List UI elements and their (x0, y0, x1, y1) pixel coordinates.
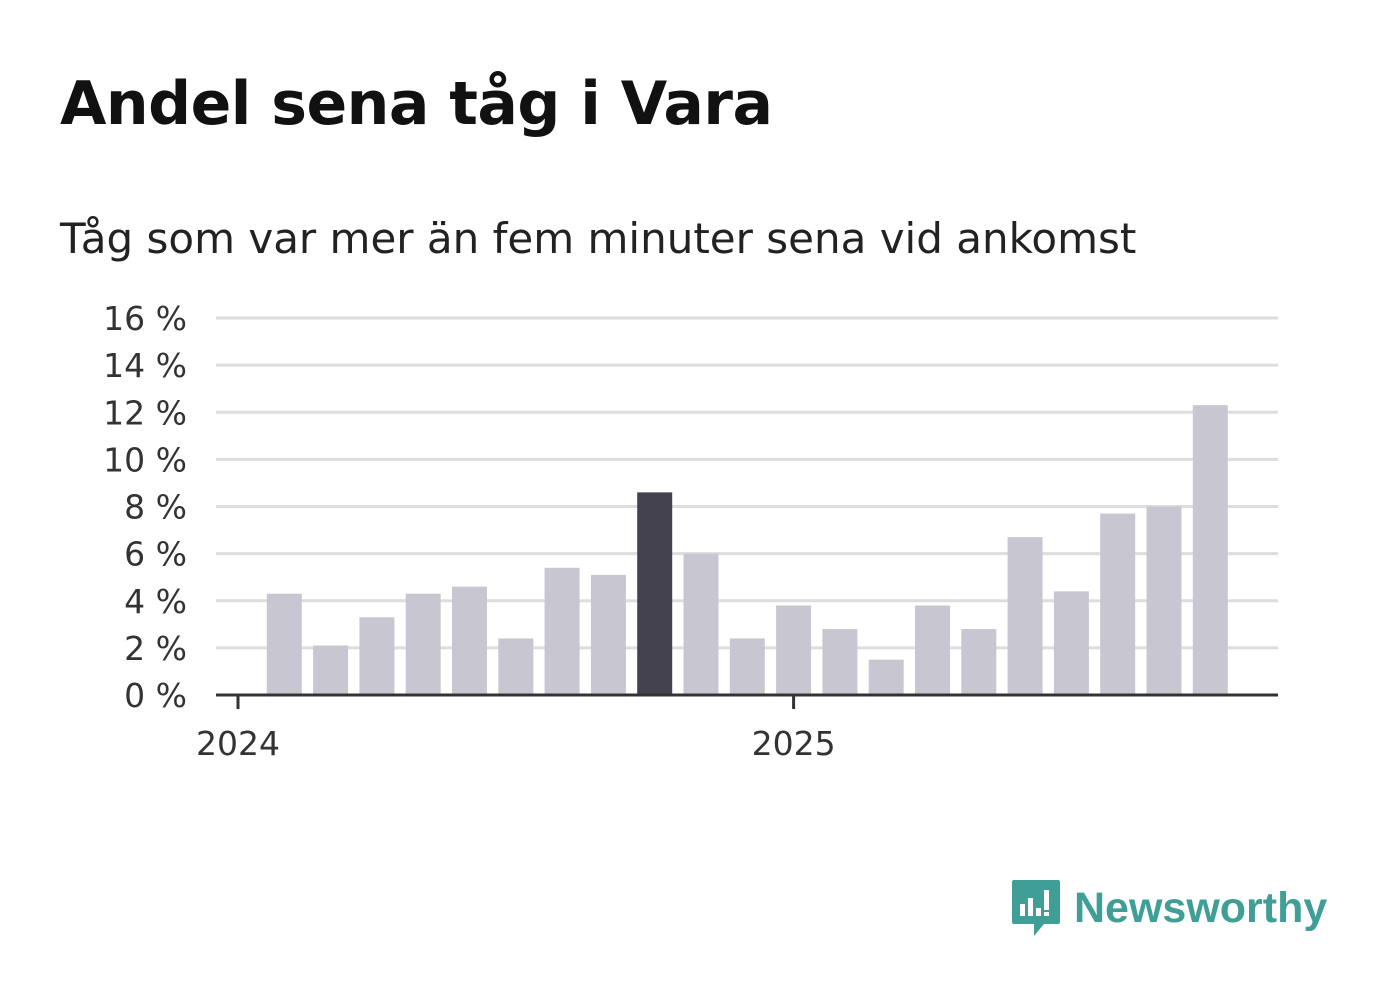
bar (776, 605, 812, 695)
bar (1100, 513, 1136, 695)
y-axis-tick-labels: 0 % 2 % 4 % 6 % 8 % 10 % 12 % 14 % 16 % (103, 299, 187, 715)
bar (868, 659, 904, 695)
newsworthy-logo-text: Newsworthy (1074, 883, 1328, 932)
x-tick-label: 2025 (752, 724, 836, 763)
bar (590, 574, 626, 695)
y-tick-label: 10 % (103, 440, 187, 479)
bar (1192, 405, 1228, 695)
bar (1146, 506, 1182, 695)
bar (313, 645, 349, 695)
newsworthy-logo: Newsworthy (1010, 878, 1327, 938)
y-tick-label: 0 % (124, 676, 187, 715)
newsworthy-logo-icon (1012, 880, 1060, 936)
y-tick-label: 12 % (103, 393, 187, 432)
bar (359, 617, 395, 695)
bar (266, 593, 302, 695)
y-tick-label: 8 % (124, 488, 187, 527)
chart-subtitle: Tåg som var mer än fem minuter sena vid … (60, 214, 1137, 263)
bar (961, 629, 997, 695)
bar (822, 629, 858, 695)
y-tick-label: 2 % (124, 629, 187, 668)
bars (266, 405, 1228, 695)
x-tick-label: 2024 (196, 724, 280, 763)
y-tick-label: 16 % (103, 299, 187, 338)
bar (637, 492, 673, 695)
bar (683, 553, 719, 695)
bar (915, 605, 950, 695)
bar (452, 586, 487, 695)
bar (544, 567, 580, 695)
bar (729, 638, 765, 695)
x-axis: 2024 2025 (196, 693, 1278, 763)
bar (498, 638, 534, 695)
bar (1053, 591, 1089, 695)
y-tick-label: 6 % (124, 535, 187, 574)
y-tick-label: 4 % (124, 582, 187, 621)
y-tick-label: 14 % (103, 346, 187, 385)
bar (1007, 537, 1043, 695)
bar (405, 593, 441, 695)
gridlines (216, 316, 1278, 650)
chart-title: Andel sena tåg i Vara (60, 69, 773, 139)
